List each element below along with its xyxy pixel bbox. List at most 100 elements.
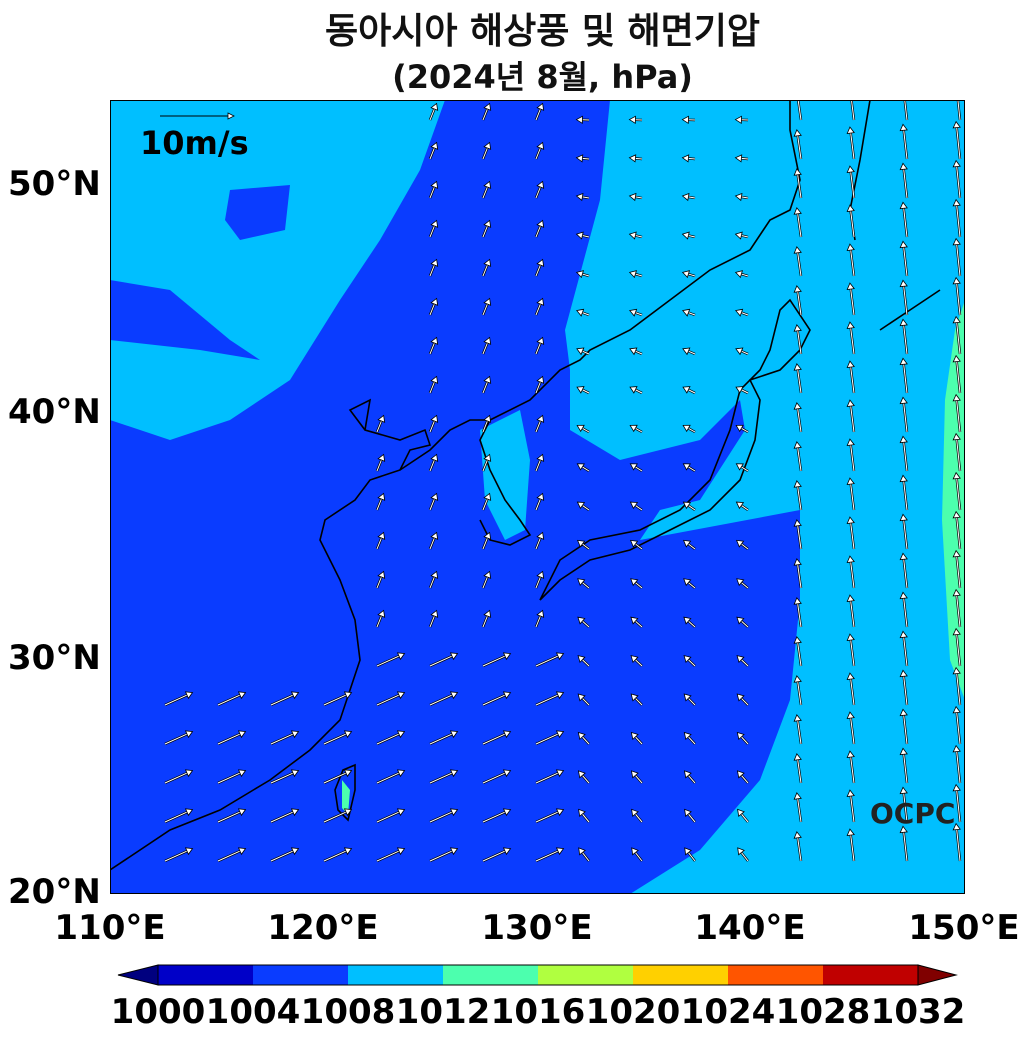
colorbar-bin	[538, 965, 633, 985]
wind-arrow-head	[483, 375, 492, 384]
wind-arrow-head	[681, 231, 690, 240]
wind-arrow-head	[575, 192, 584, 202]
wind-arrow-head	[793, 441, 802, 449]
wind-arrow-shaft	[741, 427, 749, 433]
wind-arrow-shaft	[323, 694, 347, 706]
wind-arrow-shaft	[376, 537, 382, 550]
wind-arrow-head	[846, 321, 855, 329]
wind-arrow-head	[536, 102, 545, 111]
wind-arrow-head	[396, 730, 406, 739]
pressure-wind-map: 10m/s OCPC	[110, 100, 965, 894]
wind-arrow-head	[793, 519, 802, 527]
wind-arrow-head	[682, 308, 691, 317]
wind-arrow-shaft	[850, 522, 855, 550]
wind-arrow-shaft	[903, 520, 908, 550]
colorbar-tick-label: 1008	[300, 992, 396, 1032]
wind-arrow-shaft	[164, 733, 188, 745]
wind-arrow-shaft	[688, 775, 696, 784]
wind-arrow-head	[578, 847, 586, 856]
wind-arrow-shaft	[741, 736, 749, 745]
wind-arrow-shaft	[797, 213, 802, 238]
wind-arrow-head	[430, 453, 439, 462]
wind-arrow-head	[682, 424, 691, 433]
wind-arrow-head	[628, 154, 637, 163]
wind-arrow-head	[683, 616, 692, 625]
wind-arrow-shaft	[323, 811, 347, 823]
wind-arrow-shaft	[535, 186, 541, 199]
wind-arrow-head	[683, 693, 692, 702]
wind-arrow-head	[377, 414, 386, 423]
wind-arrow-shaft	[429, 850, 453, 862]
wind-arrow-shaft	[429, 225, 435, 238]
wind-arrow-shaft	[850, 444, 855, 472]
wind-arrow-head	[899, 747, 908, 756]
wind-arrow-shaft	[429, 264, 435, 277]
wind-arrow-shaft	[535, 303, 541, 316]
wind-arrow-head	[184, 847, 194, 856]
wind-arrow-shaft	[903, 286, 908, 316]
wind-arrow-head	[630, 616, 639, 625]
wind-arrow-shaft	[956, 595, 961, 628]
korea-light-region	[480, 410, 530, 540]
wind-arrow-head	[899, 162, 908, 171]
wind-arrow-shaft	[956, 400, 961, 433]
wind-arrow-head	[343, 691, 353, 700]
wind-arrow-head	[396, 652, 406, 661]
wind-arrow-head	[449, 691, 459, 700]
ocpc-watermark: OCPC	[870, 797, 955, 830]
wind-arrow-head	[952, 666, 961, 675]
wind-arrow-head	[576, 347, 585, 356]
wind-arrow-shaft	[535, 225, 541, 238]
wind-arrow-shaft	[535, 850, 559, 862]
wind-arrow-shaft	[797, 408, 802, 433]
wind-arrow-shaft	[903, 442, 908, 472]
wind-arrow-head	[628, 192, 637, 202]
wind-arrow-head	[377, 531, 386, 540]
wind-arrow-head	[952, 627, 961, 636]
wind-arrow-head	[555, 769, 565, 778]
wind-arrow-head	[430, 375, 439, 384]
wind-arrow-head	[628, 115, 636, 124]
wind-arrow-shaft	[688, 389, 696, 394]
lat-label-40: 40°N	[8, 392, 101, 432]
wind-arrow-head	[734, 270, 743, 279]
wind-arrow-head	[735, 539, 745, 548]
wind-arrow-head	[343, 847, 353, 856]
wind-arrow-head	[502, 730, 512, 739]
wind-arrow-head	[396, 691, 406, 700]
wind-arrow-shaft	[376, 772, 400, 784]
wind-arrow-shaft	[482, 420, 488, 433]
wind-arrow-head	[736, 770, 745, 779]
wind-arrow-shaft	[164, 694, 188, 706]
wind-arrow-shaft	[688, 273, 696, 277]
wind-arrow-head	[793, 129, 802, 137]
wind-arrow-shaft	[323, 772, 347, 784]
wind-arrow-shaft	[903, 754, 908, 784]
wind-arrow-shaft	[635, 466, 643, 472]
wind-arrow-shaft	[535, 772, 559, 784]
wind-arrow-head	[576, 308, 585, 317]
wind-arrow-head	[628, 231, 637, 240]
wind-arrow-head	[793, 714, 802, 722]
wind-arrow-head	[737, 847, 745, 856]
wind-arrow-head	[952, 237, 961, 246]
reference-vector-label: 10m/s	[140, 124, 249, 162]
wind-arrow-shaft	[741, 697, 749, 706]
wind-arrow-head	[430, 609, 439, 618]
wind-arrow-head	[681, 192, 690, 202]
wind-arrow-head	[952, 354, 961, 363]
wind-arrow-head	[899, 513, 908, 522]
wind-arrow-shaft	[582, 582, 590, 589]
wind-arrow-head	[793, 324, 802, 332]
wind-arrow-head	[502, 691, 512, 700]
wind-arrow-head	[430, 531, 439, 540]
wind-arrow-head	[952, 588, 961, 597]
wind-arrow-head	[846, 672, 855, 680]
wind-arrow-head	[846, 750, 855, 758]
wind-arrow-shaft	[956, 790, 961, 823]
lon-label-150: 150°E	[908, 908, 1020, 948]
wind-arrow-head	[631, 808, 639, 817]
wind-arrow-shaft	[535, 381, 541, 394]
wind-arrow-head	[575, 270, 584, 279]
wind-arrow-shaft	[482, 694, 506, 706]
